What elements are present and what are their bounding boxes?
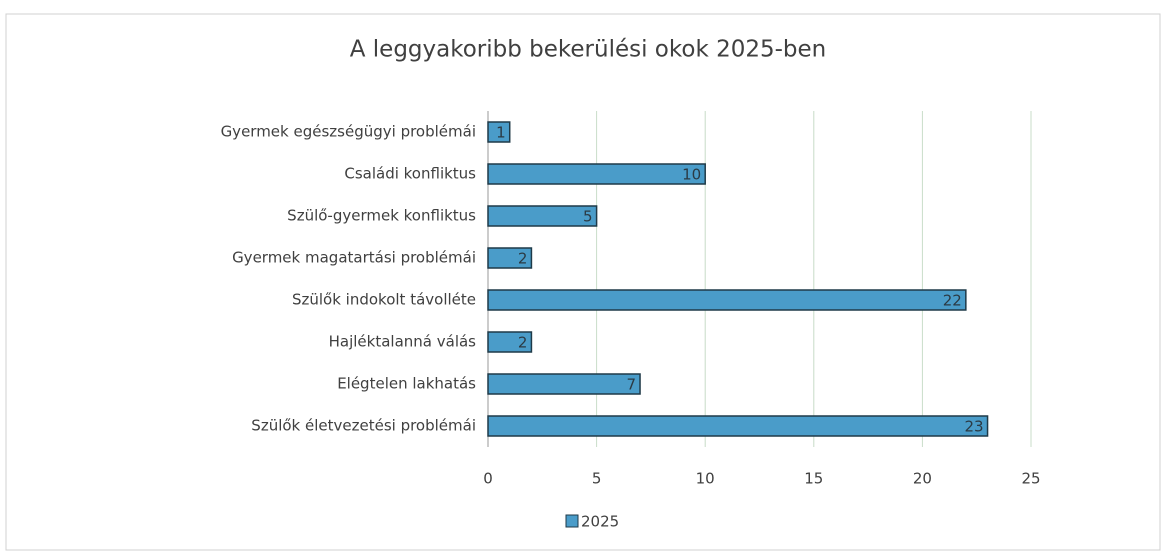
x-tick-label: 0 — [483, 470, 493, 488]
chart-title: A leggyakoribb bekerülési okok 2025-ben — [350, 37, 827, 63]
x-tick-label: 25 — [1021, 470, 1040, 488]
y-tick-label: Gyermek egészségügyi problémái — [221, 123, 476, 141]
legend-label: 2025 — [581, 513, 619, 531]
chart-frame — [5, 13, 1161, 551]
y-tick-label: Gyermek magatartási problémái — [232, 249, 476, 267]
y-tick-label: Családi konfliktus — [344, 165, 476, 183]
bar — [487, 331, 533, 353]
x-tick-label: 20 — [913, 470, 932, 488]
bar — [487, 289, 967, 311]
bar — [487, 205, 598, 227]
x-tick-label: 10 — [696, 470, 715, 488]
data-label: 1 — [496, 124, 506, 142]
data-label: 2 — [518, 334, 528, 352]
x-tick-label: 5 — [592, 470, 602, 488]
bar — [487, 415, 989, 437]
data-label: 23 — [964, 418, 983, 436]
bar — [487, 121, 511, 143]
bar — [487, 163, 706, 185]
bar — [487, 247, 533, 269]
y-tick-label: Szülők indokolt távolléte — [292, 291, 476, 309]
data-label: 7 — [626, 376, 636, 394]
y-tick-label: Elégtelen lakhatás — [337, 375, 476, 393]
legend-swatch — [565, 514, 579, 528]
x-tick-label: 15 — [804, 470, 823, 488]
y-tick-label: Szülő-gyermek konfliktus — [287, 207, 476, 225]
data-label: 2 — [518, 250, 528, 268]
y-tick-label: Hajléktalanná válás — [329, 333, 477, 351]
data-label: 5 — [583, 208, 593, 226]
data-label: 10 — [682, 166, 701, 184]
bar — [487, 373, 641, 395]
y-tick-label: Szülők életvezetési problémái — [251, 417, 476, 435]
data-label: 22 — [943, 292, 962, 310]
